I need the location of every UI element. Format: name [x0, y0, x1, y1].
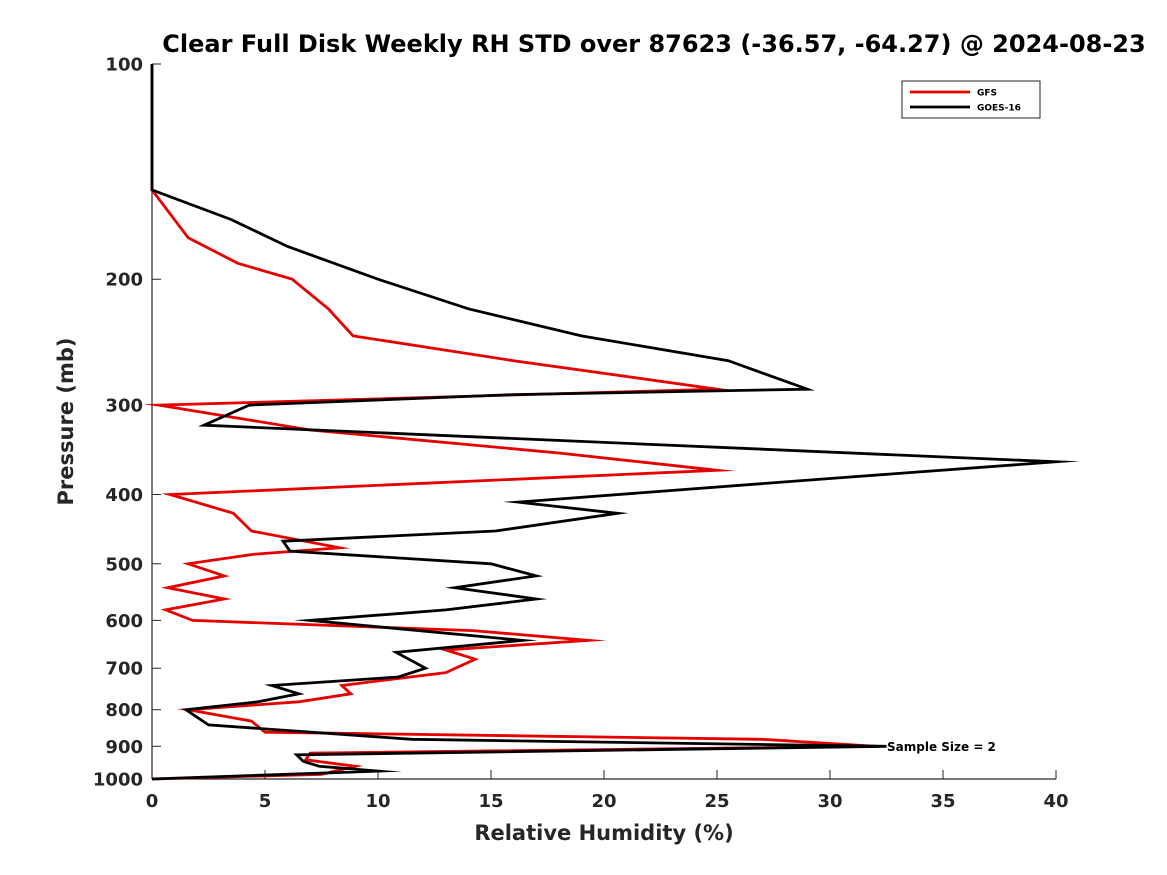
- sample-size-annotation: Sample Size = 2: [887, 740, 996, 754]
- x-tick-label: 35: [930, 791, 955, 812]
- y-tick-label: 200: [105, 270, 143, 291]
- y-axis-label: Pressure (mb): [54, 338, 78, 506]
- series-line-goes-16: [150, 64, 1081, 781]
- y-tick-label: 800: [105, 700, 143, 721]
- y-tick-label: 500: [105, 554, 143, 575]
- y-tick-label: 600: [105, 611, 143, 632]
- y-tick-label: 300: [105, 396, 143, 417]
- series-line-gfs: [144, 64, 876, 781]
- y-tick-label: 900: [105, 737, 143, 758]
- legend-entry-label: GOES-16: [977, 104, 1021, 114]
- x-tick-label: 0: [146, 791, 159, 812]
- x-tick-label: 5: [259, 791, 272, 812]
- legend-box: [901, 80, 1041, 119]
- x-tick-label: 25: [704, 791, 729, 812]
- axis-ticks: 0 5 10 15 20 25 30 35 40 100 200 300 400 500 600 700 800…: [93, 55, 1069, 813]
- y-tick-label: 400: [105, 485, 143, 506]
- legend: GFS GOES-16: [901, 80, 1041, 119]
- x-tick-label: 40: [1043, 791, 1068, 812]
- x-tick-label: 15: [478, 791, 503, 812]
- x-tick-label: 20: [591, 791, 616, 812]
- series-layer: [144, 64, 1081, 781]
- axes: [151, 64, 1056, 780]
- x-axis-label: Relative Humidity (%): [474, 821, 733, 845]
- y-tick-label: 700: [105, 659, 143, 680]
- x-tick-label: 10: [365, 791, 390, 812]
- legend-entry-label: GFS: [977, 89, 997, 99]
- annotations: Sample Size = 2: [887, 740, 996, 754]
- y-tick-label: 1000: [93, 770, 143, 791]
- chart-title: Clear Full Disk Weekly RH STD over 87623…: [162, 30, 1145, 58]
- x-tick-label: 30: [817, 791, 842, 812]
- y-tick-label: 100: [105, 55, 143, 76]
